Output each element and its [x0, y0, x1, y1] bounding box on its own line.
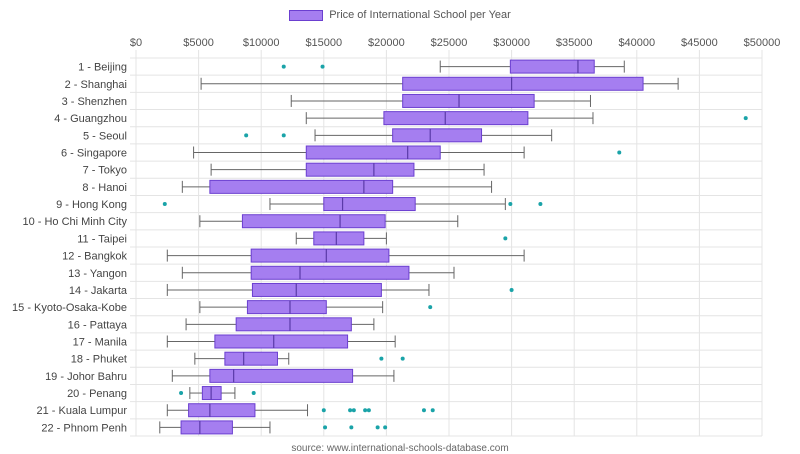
box	[305, 145, 441, 160]
box	[235, 317, 352, 332]
box	[209, 368, 354, 383]
x-tick-label: $10000	[243, 37, 280, 49]
x-tick-label: $35000	[556, 37, 593, 49]
box	[250, 265, 410, 280]
outlier-point	[379, 356, 384, 361]
outlier-point	[400, 356, 405, 361]
category-label: 4 - Guangzhou	[54, 113, 127, 125]
box	[509, 59, 595, 74]
outlier-point	[538, 202, 543, 207]
category-label: 20 - Penang	[67, 388, 127, 400]
category-label: 13 - Yangon	[68, 268, 127, 280]
outlier-point	[421, 408, 426, 413]
category-label: 18 - Phuket	[71, 354, 127, 366]
x-tick-label: $20000	[368, 37, 405, 49]
x-tick-label: $45000	[681, 37, 718, 49]
box	[383, 111, 529, 126]
outlier-point	[162, 202, 167, 207]
box	[313, 231, 365, 246]
box	[251, 282, 382, 297]
outlier-point	[509, 287, 514, 292]
outlier-point	[617, 150, 622, 155]
outlier-point	[743, 116, 748, 121]
box	[180, 420, 233, 435]
outlier-point	[383, 425, 388, 430]
box	[305, 162, 415, 177]
outlier-point	[351, 408, 356, 413]
category-label: 22 - Phnom Penh	[41, 422, 127, 434]
outlier-point	[430, 408, 435, 413]
box	[323, 197, 416, 212]
outlier-point	[251, 391, 256, 396]
box	[241, 214, 386, 229]
category-label: 15 - Kyoto-Osaka-Kobe	[12, 302, 127, 314]
box	[250, 248, 390, 263]
outlier-point	[349, 425, 354, 430]
outlier-point	[179, 391, 184, 396]
box	[214, 334, 349, 349]
box	[224, 351, 278, 366]
category-label: 8 - Hanoi	[82, 182, 127, 194]
category-label: 1 - Beijing	[78, 62, 127, 74]
x-tick-label: $40000	[618, 37, 655, 49]
x-tick-label: $0	[130, 37, 142, 49]
outlier-point	[508, 202, 513, 207]
x-tick-label: $15000	[305, 37, 342, 49]
x-tick-label: $50000	[744, 37, 781, 49]
outlier-point	[281, 64, 286, 69]
category-label: 14 - Jakarta	[69, 285, 128, 297]
outlier-point	[320, 64, 325, 69]
box	[402, 76, 644, 91]
box	[201, 386, 222, 401]
outlier-point	[321, 408, 326, 413]
category-label: 6 - Singapore	[61, 148, 127, 160]
chart-legend[interactable]: Price of International School per Year	[0, 7, 800, 23]
legend-swatch	[289, 9, 324, 21]
box	[209, 179, 394, 194]
category-label: 19 - Johor Bahru	[45, 371, 127, 383]
category-label: 9 - Hong Kong	[56, 199, 127, 211]
outlier-point	[281, 133, 286, 138]
category-label: 2 - Shanghai	[65, 79, 127, 91]
x-tick-label: $30000	[493, 37, 530, 49]
box	[188, 403, 256, 418]
outlier-point	[428, 305, 433, 310]
outlier-point	[323, 425, 328, 430]
source-note: source: www.international-schools-databa…	[291, 443, 509, 454]
x-tick-label: $5000	[183, 37, 214, 49]
outlier-point	[348, 408, 353, 413]
category-label: 7 - Tokyo	[83, 165, 127, 177]
outlier-point	[375, 425, 380, 430]
category-label: 5 - Seoul	[83, 130, 127, 142]
box	[402, 93, 535, 108]
outlier-point	[503, 236, 508, 241]
category-label: 11 - Taipei	[77, 233, 127, 245]
category-label: 12 - Bangkok	[62, 251, 127, 263]
outlier-point	[366, 408, 371, 413]
x-tick-label: $25000	[431, 37, 468, 49]
outlier-point	[244, 133, 249, 138]
category-label: 16 - Pattaya	[68, 319, 128, 331]
box	[246, 300, 327, 315]
category-label: 21 - Kuala Lumpur	[37, 405, 128, 417]
outlier-point	[363, 408, 368, 413]
category-label: 10 - Ho Chi Minh City	[22, 216, 127, 228]
box	[392, 128, 483, 143]
legend-label: Price of International School per Year	[329, 9, 511, 21]
category-label: 3 - Shenzhen	[62, 96, 127, 108]
category-label: 17 - Manila	[73, 337, 128, 349]
